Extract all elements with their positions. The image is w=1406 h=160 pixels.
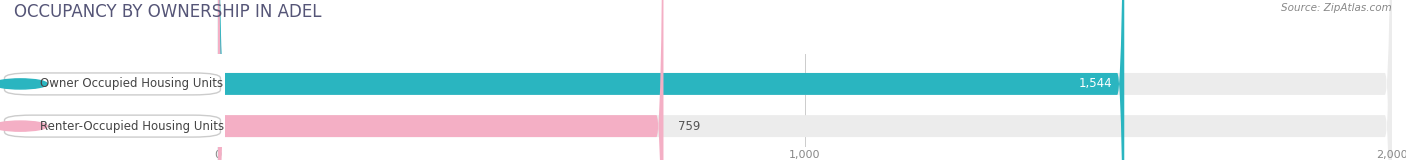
FancyBboxPatch shape: [4, 115, 221, 137]
FancyBboxPatch shape: [218, 0, 664, 160]
FancyBboxPatch shape: [218, 0, 1125, 160]
Text: Renter-Occupied Housing Units: Renter-Occupied Housing Units: [41, 120, 225, 133]
Text: Owner Occupied Housing Units: Owner Occupied Housing Units: [41, 77, 224, 90]
Circle shape: [0, 121, 48, 131]
FancyBboxPatch shape: [4, 73, 221, 95]
Circle shape: [0, 79, 48, 89]
Text: OCCUPANCY BY OWNERSHIP IN ADEL: OCCUPANCY BY OWNERSHIP IN ADEL: [14, 3, 322, 21]
Text: Source: ZipAtlas.com: Source: ZipAtlas.com: [1281, 3, 1392, 13]
Text: 759: 759: [678, 120, 700, 133]
FancyBboxPatch shape: [218, 0, 1392, 160]
Text: 1,544: 1,544: [1078, 77, 1112, 90]
FancyBboxPatch shape: [218, 0, 1392, 160]
